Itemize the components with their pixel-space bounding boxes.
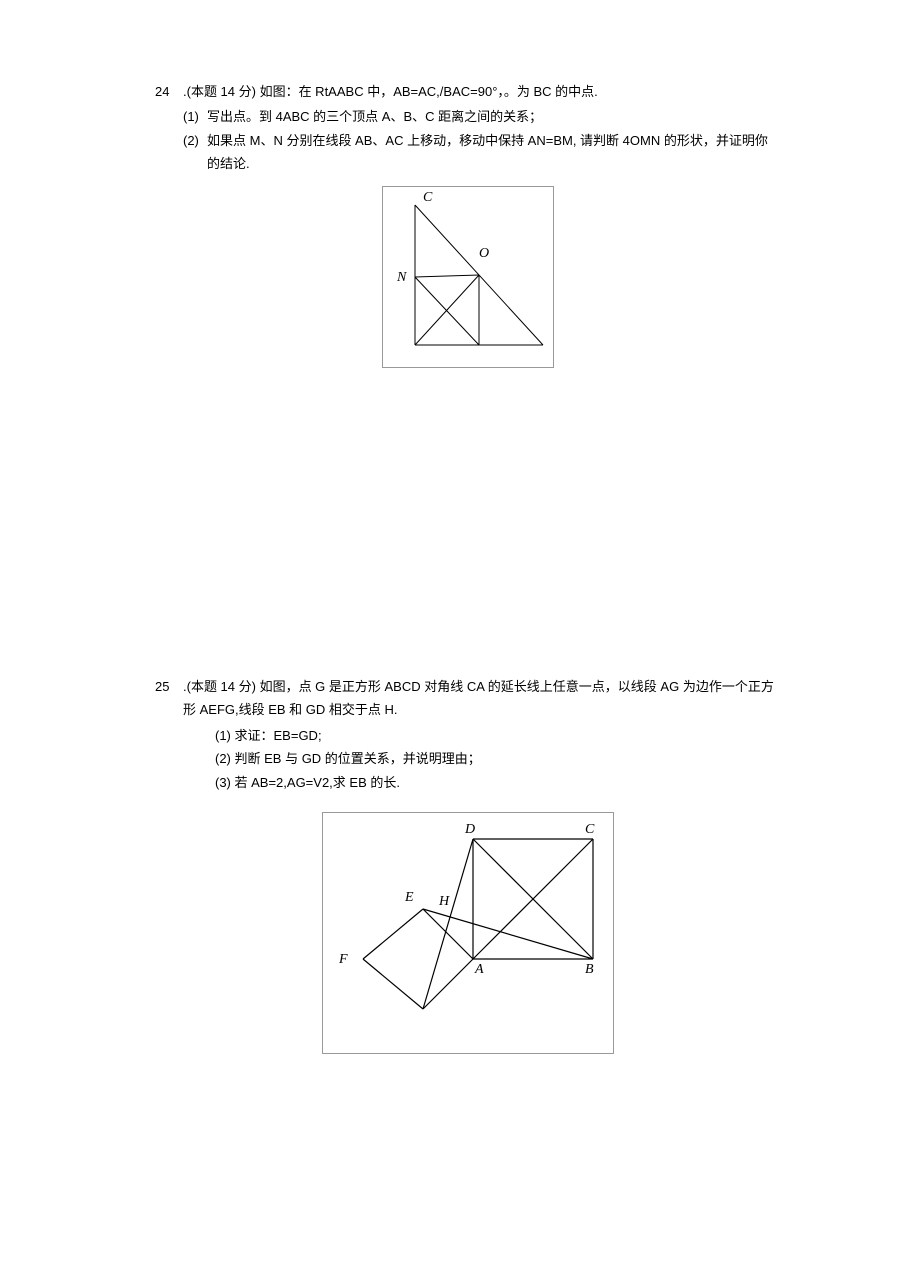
svg-text:E: E	[404, 890, 414, 905]
problem-24: 24 .(本题 14 分) 如图：在 RtAABC 中，AB=AC,/BAC=9…	[155, 80, 780, 375]
problem-25-figure-wrap: D C E H F A B	[155, 812, 780, 1061]
svg-text:C: C	[585, 822, 595, 837]
problem-25-q3-text: 若 AB=2,AG=V2,求 EB 的长.	[235, 775, 400, 790]
svg-text:F: F	[338, 952, 348, 967]
problem-24-q1-text: 写出点。到 4ABC 的三个顶点 A、B、C 距离之间的关系；	[207, 105, 780, 128]
problem-24-figure-wrap: C N O	[155, 186, 780, 375]
problem-25-q3-label: (3)	[215, 775, 231, 790]
problem-25-header: 25 .(本题 14 分) 如图，点 G 是正方形 ABCD 对角线 CA 的延…	[155, 675, 780, 722]
problem-25-q2: (2) 判断 EB 与 GD 的位置关系，并说明理由；	[155, 747, 780, 770]
svg-text:H: H	[438, 894, 450, 909]
problem-24-figure: C N O	[382, 186, 554, 368]
problem-25-q1-text: 求证：EB=GD;	[235, 728, 322, 743]
svg-text:B: B	[585, 962, 594, 977]
problem-25-figure: D C E H F A B	[322, 812, 614, 1054]
problem-24-q1-label: (1)	[183, 105, 207, 128]
problem-25-q2-text: 判断 EB 与 GD 的位置关系，并说明理由；	[235, 751, 481, 766]
problem-24-stem: .(本题 14 分) 如图：在 RtAABC 中，AB=AC,/BAC=90°，…	[183, 80, 780, 103]
problem-24-q1: (1) 写出点。到 4ABC 的三个顶点 A、B、C 距离之间的关系；	[155, 105, 780, 128]
vertical-gap	[155, 415, 780, 675]
page: 24 .(本题 14 分) 如图：在 RtAABC 中，AB=AC,/BAC=9…	[0, 0, 920, 1161]
svg-text:O: O	[479, 246, 489, 261]
svg-text:D: D	[464, 822, 475, 837]
problem-24-q2: (2) 如果点 M、N 分别在线段 AB、AC 上移动，移动中保持 AN=BM,…	[155, 129, 780, 176]
svg-text:C: C	[423, 190, 433, 205]
problem-25-stem: .(本题 14 分) 如图，点 G 是正方形 ABCD 对角线 CA 的延长线上…	[183, 675, 780, 722]
svg-text:N: N	[396, 270, 407, 285]
problem-24-number: 24	[155, 80, 183, 103]
svg-text:A: A	[474, 962, 484, 977]
figure-24-svg: C N O	[383, 187, 553, 367]
problem-25: 25 .(本题 14 分) 如图，点 G 是正方形 ABCD 对角线 CA 的延…	[155, 675, 780, 1061]
problem-25-q1-label: (1)	[215, 728, 231, 743]
problem-24-header: 24 .(本题 14 分) 如图：在 RtAABC 中，AB=AC,/BAC=9…	[155, 80, 780, 103]
figure-25-svg: D C E H F A B	[323, 813, 613, 1053]
problem-25-q1: (1) 求证：EB=GD;	[155, 724, 780, 747]
problem-24-q2-text: 如果点 M、N 分别在线段 AB、AC 上移动，移动中保持 AN=BM, 请判断…	[207, 129, 780, 176]
problem-25-q3: (3) 若 AB=2,AG=V2,求 EB 的长.	[155, 771, 780, 794]
problem-25-q2-label: (2)	[215, 751, 231, 766]
problem-24-q2-label: (2)	[183, 129, 207, 176]
problem-25-number: 25	[155, 675, 183, 722]
